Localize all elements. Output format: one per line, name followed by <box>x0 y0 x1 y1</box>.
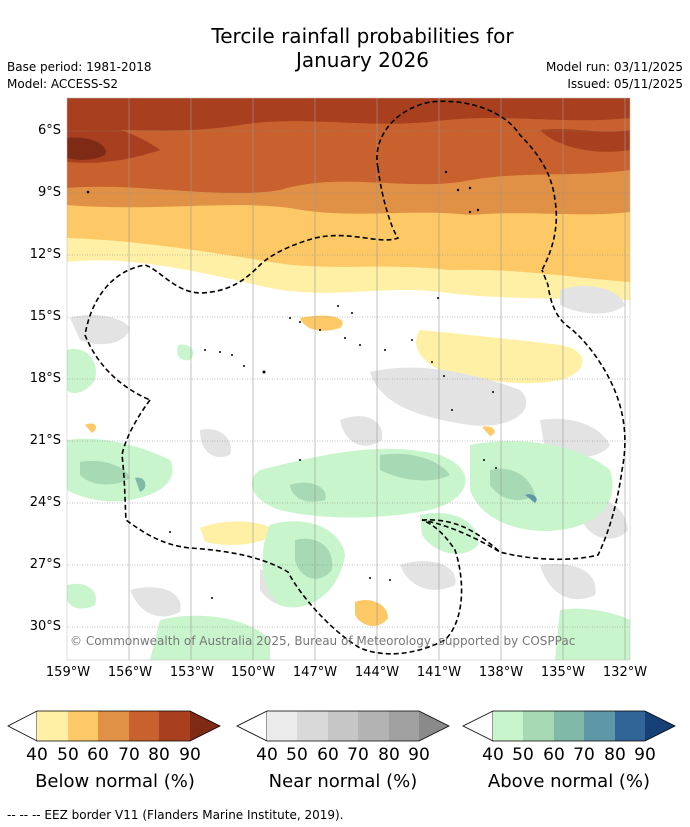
lon-label: 132°W <box>602 665 648 680</box>
title-line-1: Tercile rainfall probabilities for <box>211 24 514 48</box>
lat-label: 18°S <box>29 371 61 386</box>
colorbar-above-tick: 80 <box>604 745 626 765</box>
title-line-2: January 2026 <box>295 48 430 72</box>
colorbar-below-tick: 70 <box>118 745 140 765</box>
model-name: Model: ACCESS-S2 <box>7 77 119 91</box>
colorbar-near-tick: 90 <box>408 745 430 765</box>
lon-label: 159°W <box>45 665 91 680</box>
colorbar-above-tick: 60 <box>543 745 565 765</box>
lon-label: 135°W <box>540 665 586 680</box>
colorbar-near <box>236 710 450 742</box>
colorbar-near-tick: 60 <box>317 745 339 765</box>
colorbar-above-label: Above normal (%) <box>487 771 651 792</box>
colorbar-near-tick: 80 <box>378 745 400 765</box>
colorbar-above-tick: 70 <box>573 745 595 765</box>
lon-label: 141°W <box>416 665 462 680</box>
colorbar-above <box>462 710 676 742</box>
lat-label: 9°S <box>37 185 61 200</box>
model-run: Model run: 03/11/2025 <box>545 60 683 74</box>
map-title: Tercile rainfall probabilities for Janua… <box>150 24 575 72</box>
colorbar-above-tick: 40 <box>482 745 504 765</box>
lon-label: 144°W <box>354 665 400 680</box>
colorbar-near-tick: 70 <box>347 745 369 765</box>
lat-label: 27°S <box>29 557 61 572</box>
issued-date: Issued: 05/11/2025 <box>567 77 683 91</box>
lat-label: 12°S <box>29 247 61 262</box>
colorbar-below-tick: 50 <box>57 745 79 765</box>
colorbar-near-tick: 50 <box>286 745 308 765</box>
copyright-notice: © Commonwealth of Australia 2025, Bureau… <box>70 634 576 648</box>
lat-label: 6°S <box>37 123 61 138</box>
probability-field <box>67 98 630 660</box>
lat-label: 15°S <box>29 309 61 324</box>
colorbar-below-tick: 90 <box>179 745 201 765</box>
lon-label: 150°W <box>230 665 276 680</box>
meta-right: Model run: 03/11/2025 Issued: 05/11/2025 <box>546 59 683 93</box>
colorbar-below-label: Below normal (%) <box>35 771 195 792</box>
colorbar-below <box>7 710 221 742</box>
lon-label: 147°W <box>292 665 338 680</box>
eez-legend-note: -- -- -- EEZ border V11 (Flanders Marine… <box>7 808 344 822</box>
lon-label: 138°W <box>478 665 524 680</box>
base-period: Base period: 1981-2018 <box>7 60 152 74</box>
colorbar-below-tick: 60 <box>87 745 109 765</box>
meta-left: Base period: 1981-2018 Model: ACCESS-S2 <box>7 59 152 93</box>
colorbar-near-label: Near normal (%) <box>268 771 418 792</box>
lon-label: 156°W <box>107 665 153 680</box>
lat-label: 24°S <box>29 495 61 510</box>
eez-borders <box>84 100 626 655</box>
colorbar-below-tick: 80 <box>148 745 170 765</box>
lat-label: 21°S <box>29 433 61 448</box>
plot-frame <box>66 97 631 661</box>
longitude-gridlines <box>128 98 626 660</box>
colorbar-below-tick: 40 <box>26 745 48 765</box>
lat-label: 30°S <box>29 619 61 634</box>
island-markers <box>86 170 497 599</box>
colorbar-above-tick: 50 <box>512 745 534 765</box>
colorbar-above-tick: 90 <box>634 745 656 765</box>
colorbar-near-tick: 40 <box>256 745 278 765</box>
lon-label: 153°W <box>169 665 215 680</box>
